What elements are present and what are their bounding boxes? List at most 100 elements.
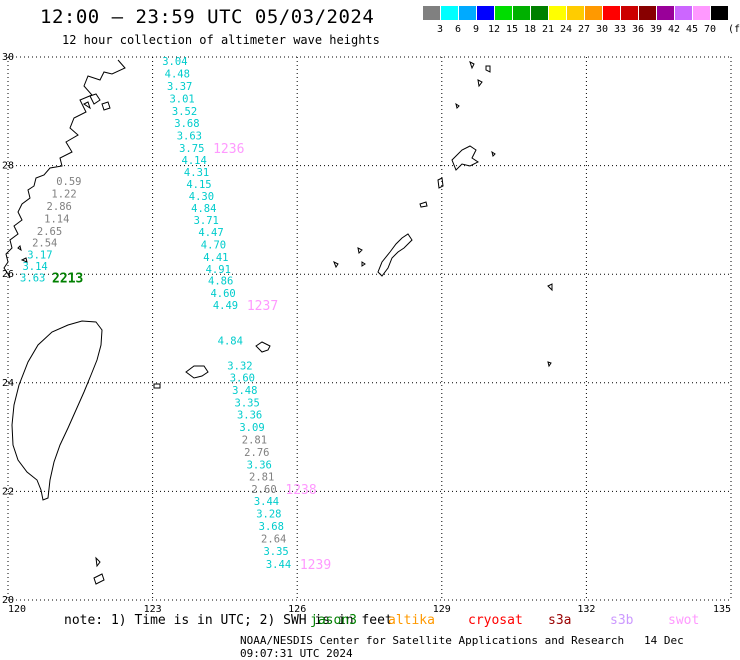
- legend-swatch: [603, 6, 620, 20]
- wave-height-label: 0.59: [56, 176, 81, 188]
- legend-label: 36: [631, 24, 645, 35]
- legend-label: 15: [505, 24, 519, 35]
- wave-height-label: 1.22: [51, 188, 76, 200]
- legend-swatch: [477, 6, 494, 20]
- wave-height-label: 2.81: [242, 434, 267, 446]
- wave-height-label: 3.52: [172, 106, 197, 118]
- wave-height-label: 4.30: [189, 191, 214, 203]
- track-pass: 3.323.603.483.353.363.092.812.763.362.81…: [227, 360, 316, 498]
- wave-height-label: 1.14: [44, 213, 69, 225]
- wave-height-label: 4.41: [203, 252, 228, 264]
- kerama-islands: [333, 247, 366, 269]
- okinawa-island: [377, 233, 413, 277]
- satellite-jason3: jason3: [310, 613, 357, 628]
- legend-swatch: [549, 6, 566, 20]
- lon-tick-label: 132: [577, 604, 595, 615]
- legend-swatch: [459, 6, 476, 20]
- chart-title: 12:00 – 23:59 UTC 05/03/2024: [40, 6, 375, 28]
- tokara-islands: [455, 102, 496, 157]
- legend-swatch: [423, 6, 440, 20]
- legend-label: 27: [577, 24, 591, 35]
- legend-swatch: [585, 6, 602, 20]
- legend-unit: (ft): [727, 24, 740, 35]
- legend-label: 3: [436, 24, 444, 35]
- legend-label: 18: [523, 24, 537, 35]
- miyako-island: [255, 341, 271, 353]
- wave-height-label: 2.65: [37, 226, 62, 238]
- legend-label: 12: [487, 24, 501, 35]
- china-coast: [3, 59, 126, 279]
- legend-label: 45: [685, 24, 699, 35]
- lat-tick-label: 22: [2, 486, 14, 497]
- lon-tick-label: 135: [713, 604, 731, 615]
- wave-height-label: 4.49: [213, 300, 238, 312]
- wave-height-label: 4.48: [165, 68, 190, 80]
- wave-height-label: 3.28: [256, 509, 281, 521]
- wave-height-label: 2.81: [249, 472, 274, 484]
- lon-tick-label: 126: [288, 604, 306, 615]
- chart-subtitle: 12 hour collection of altimeter wave hei…: [62, 33, 380, 47]
- wave-height-label: 3.63: [20, 272, 45, 284]
- lat-tick-label: 30: [2, 52, 14, 63]
- pass-time-label: 1236: [213, 142, 244, 157]
- wave-height-label: 3.68: [259, 521, 284, 533]
- wave-height-label: 3.71: [194, 215, 219, 227]
- legend-label: 6: [454, 24, 462, 35]
- wave-height-label: 3.75: [179, 143, 204, 155]
- wave-height-label: 3.44: [254, 496, 279, 508]
- satellite-cryosat: cryosat: [468, 613, 523, 628]
- legend-swatch: [441, 6, 458, 20]
- wave-height-label: 4.84: [218, 335, 243, 347]
- wave-height-label: 3.68: [174, 118, 199, 130]
- legend-label: 9: [472, 24, 480, 35]
- diaoyu-islands: [17, 245, 28, 263]
- wave-height-label: 3.63: [177, 131, 202, 143]
- legend-swatch: [621, 6, 638, 20]
- track-pass: 4.414.914.864.604.49 4.84 1237: [203, 252, 278, 348]
- wave-height-label: 3.44: [266, 559, 291, 571]
- tokunoshima: [437, 177, 444, 189]
- yonaguni: [153, 383, 161, 389]
- zhoushan-islands: [83, 93, 111, 111]
- wave-height-label: 2.60: [251, 484, 276, 496]
- pass-time-label: 1239: [300, 558, 331, 573]
- legend-swatch: [513, 6, 530, 20]
- credit-org: NOAA/NESDIS Center for Satellite Applica…: [240, 634, 625, 647]
- wave-height-label: 4.86: [208, 276, 233, 288]
- lat-tick-label: 28: [2, 161, 14, 172]
- track-pass: 3.443.283.682.643.353.44 1239: [254, 496, 331, 573]
- lat-tick-label: 26: [2, 269, 14, 280]
- danjo-islands: [469, 61, 491, 88]
- lat-tick-label: 20: [2, 595, 14, 606]
- wave-height-label: 4.91: [206, 264, 231, 276]
- pass-time-label: 1237: [247, 299, 278, 314]
- wave-height-label: 3.14: [22, 261, 47, 273]
- wave-height-label: 2.86: [47, 201, 72, 213]
- wave-height-label: 4.47: [198, 227, 223, 239]
- legend-label: 24: [559, 24, 573, 35]
- taiwan-coast: [11, 320, 103, 501]
- wave-height-label: 4.60: [210, 288, 235, 300]
- legend-swatch: [567, 6, 584, 20]
- wave-height-label: 3.36: [237, 409, 262, 421]
- wave-height-label: 3.01: [169, 93, 194, 105]
- legend-label: 21: [541, 24, 555, 35]
- legend-swatch: [495, 6, 512, 20]
- axis-tick-labels: 120 123 126 129 132 135 30 28 26 24 22 20: [2, 52, 731, 615]
- wave-height-label: 4.70: [201, 239, 226, 251]
- satellite-swot: swot: [668, 613, 700, 628]
- satellite-s3a: s3a: [548, 613, 572, 628]
- wave-height-label: 4.84: [191, 203, 216, 215]
- satellite-altika: altika: [388, 613, 435, 628]
- wave-height-label: 2.54: [32, 238, 57, 250]
- pass-time-label: 1238: [285, 483, 316, 498]
- legend-swatch: [531, 6, 548, 20]
- lat-lon-grid: [7, 56, 732, 601]
- wave-height-label: 3.04: [162, 56, 187, 68]
- coastlines: [3, 59, 553, 585]
- wave-height-label: 3.36: [247, 459, 272, 471]
- wave-height-label: 4.15: [186, 179, 211, 191]
- legend-label: 42: [667, 24, 681, 35]
- lat-tick-label: 24: [2, 378, 14, 389]
